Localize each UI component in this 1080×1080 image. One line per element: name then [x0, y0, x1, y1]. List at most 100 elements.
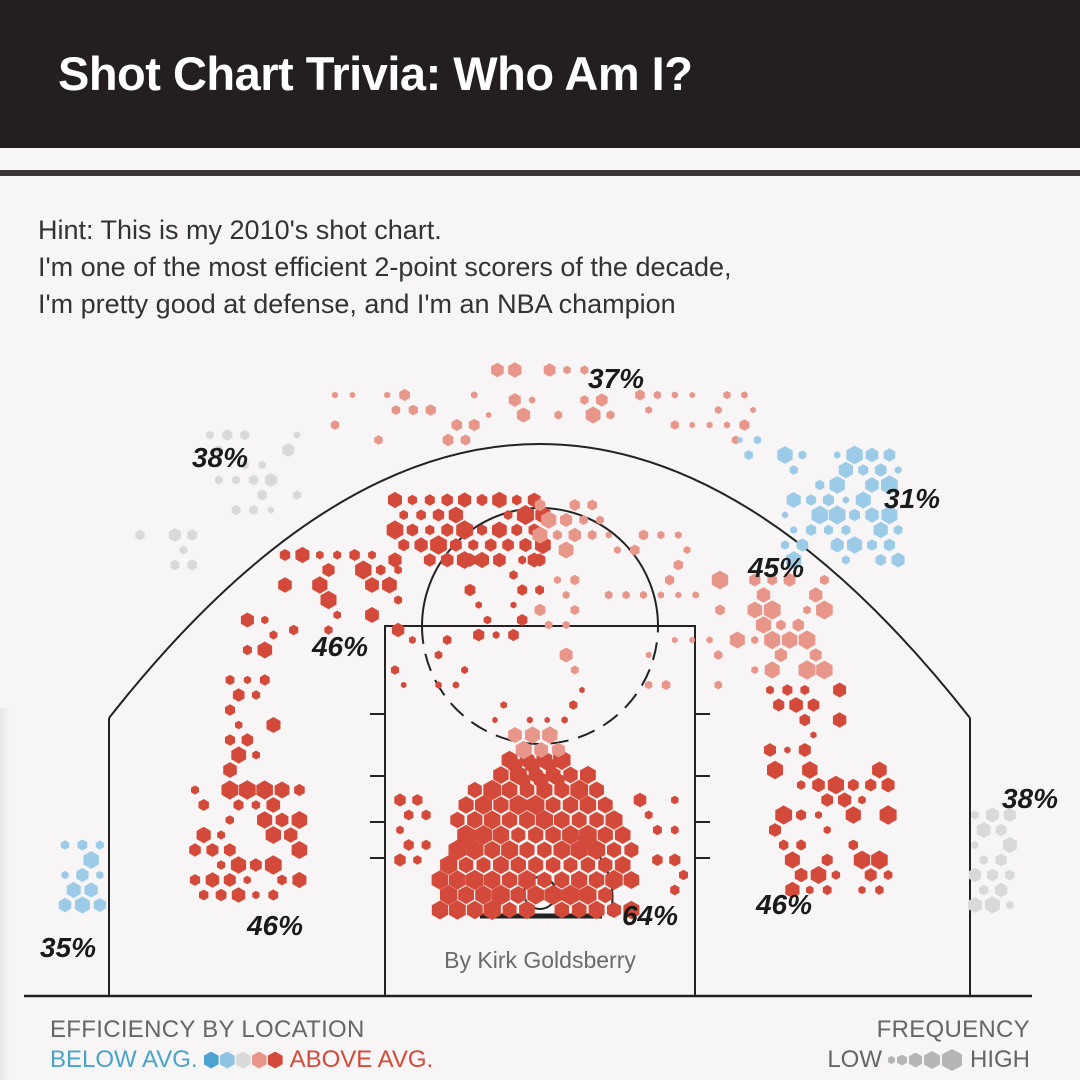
shot-hex	[597, 796, 613, 814]
shot-hex	[845, 806, 861, 824]
shot-hex	[189, 874, 201, 886]
shot-hex	[561, 716, 568, 724]
shot-hex	[786, 492, 801, 508]
shot-hex	[468, 539, 479, 551]
shot-hex	[670, 884, 680, 896]
shot-hex	[408, 404, 418, 416]
shot-hex	[450, 538, 462, 552]
shot-hex	[780, 540, 790, 550]
shot-hex	[545, 796, 561, 814]
shot-hex	[645, 651, 652, 659]
shot-hex	[553, 840, 571, 860]
frequency-swatch-3	[924, 1051, 940, 1069]
shot-hex	[316, 550, 324, 560]
shot-hex	[464, 553, 476, 567]
shot-hex	[533, 553, 546, 567]
shot-hex	[232, 688, 245, 702]
efficiency-swatch-1	[219, 1051, 235, 1069]
shot-hex	[607, 841, 621, 859]
zone-label-9: 64%	[622, 900, 678, 931]
shot-hex	[571, 901, 587, 919]
shot-hex	[368, 550, 376, 560]
shot-hex	[473, 628, 485, 642]
shot-hex	[671, 391, 678, 399]
shot-hex	[570, 665, 579, 675]
shot-hex	[775, 805, 793, 825]
shot-hex	[796, 839, 806, 851]
shot-hex	[468, 418, 480, 432]
shot-hex	[251, 800, 261, 810]
shot-hex	[365, 607, 379, 623]
shot-hex	[865, 477, 879, 493]
shot-hex	[598, 856, 613, 874]
shot-hex	[476, 856, 491, 874]
shot-hex	[534, 603, 546, 617]
shot-hex	[448, 839, 467, 861]
shot-hex	[355, 560, 372, 580]
shot-hex	[994, 882, 1008, 898]
shot-hex	[493, 766, 509, 784]
shot-hex	[831, 870, 841, 880]
shot-hex	[449, 900, 466, 920]
shot-hex	[873, 521, 888, 539]
shot-hex	[320, 590, 337, 610]
efficiency-swatches	[203, 1051, 284, 1069]
shot-hex	[264, 473, 277, 487]
shot-hex	[406, 523, 419, 537]
shot-hex	[614, 546, 621, 554]
shot-hex	[1003, 808, 1016, 822]
zone-label-7: 45%	[747, 552, 804, 583]
shot-hex	[806, 885, 814, 895]
shot-hex	[458, 796, 474, 814]
shot-hex	[810, 866, 827, 884]
shot-hex	[568, 527, 581, 543]
shot-hex	[640, 590, 647, 600]
shot-hex	[883, 538, 895, 552]
shot-hex	[633, 792, 647, 808]
shot-hex	[807, 698, 820, 712]
shot-hex	[534, 498, 546, 512]
shot-hex	[828, 505, 846, 525]
shot-hex	[596, 393, 608, 407]
shot-hex	[689, 421, 695, 429]
credit-text: By Kirk Goldsberry	[444, 947, 636, 973]
zone-labels: 35% 38% 37% 31% 38% 46% 46% 45% 46% 64%	[40, 363, 1058, 963]
shot-hex	[714, 406, 722, 414]
efficiency-swatch-0	[203, 1051, 219, 1069]
shot-hex	[292, 871, 307, 889]
shot-hex	[587, 529, 597, 541]
paint-lane	[384, 625, 696, 997]
shot-hex	[776, 619, 786, 631]
shot-hex	[475, 795, 492, 815]
shot-hex	[534, 742, 548, 758]
shot-hex	[240, 460, 249, 470]
shot-hex	[291, 811, 308, 829]
shot-hex	[855, 491, 871, 509]
shot-hex	[796, 538, 809, 552]
shot-hex	[570, 605, 580, 615]
shot-hex	[95, 840, 104, 850]
shot-hex	[872, 761, 887, 779]
shot-hex	[803, 605, 811, 615]
shot-hex	[484, 538, 497, 552]
shot-hex	[605, 869, 623, 891]
shot-hex	[798, 450, 807, 460]
shot-hex	[289, 624, 299, 636]
shot-hex	[875, 554, 886, 566]
shot-hex	[333, 550, 342, 560]
shot-hex	[413, 855, 422, 865]
shot-hex	[58, 897, 72, 913]
shot-hex	[665, 574, 675, 586]
shot-hex	[264, 855, 282, 875]
page-title: Shot Chart Trivia: Who Am I?	[58, 47, 693, 100]
shot-hex	[257, 489, 267, 501]
shot-hex	[409, 636, 416, 644]
shot-hex	[295, 546, 310, 564]
shot-hex	[518, 870, 536, 890]
shot-hex	[820, 574, 829, 586]
shot-hex	[491, 362, 504, 378]
shot-hex	[475, 601, 482, 609]
shot-hex	[644, 810, 653, 820]
shot-hex	[812, 777, 825, 793]
shot-hex	[571, 870, 588, 890]
